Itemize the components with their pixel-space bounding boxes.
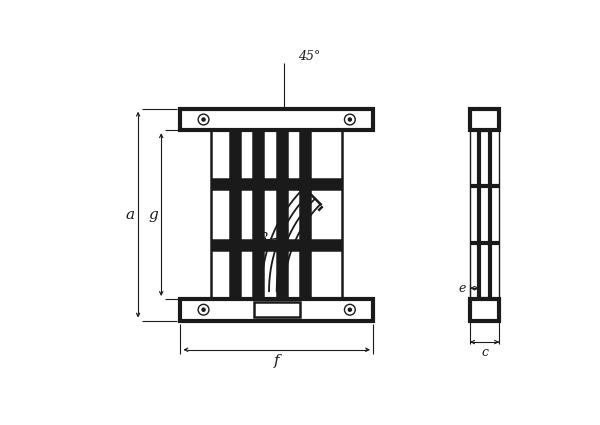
Text: c: c — [481, 346, 488, 360]
Bar — [181, 299, 373, 320]
Bar — [211, 130, 342, 299]
Text: R: R — [258, 232, 268, 245]
Text: g: g — [149, 208, 158, 221]
Bar — [479, 130, 490, 299]
Bar — [470, 109, 499, 130]
Bar — [470, 299, 499, 320]
Text: a: a — [126, 208, 135, 221]
Circle shape — [202, 118, 205, 121]
Circle shape — [349, 118, 352, 121]
Bar — [254, 302, 299, 317]
Bar — [181, 109, 373, 130]
Text: f: f — [274, 354, 280, 368]
Circle shape — [349, 308, 352, 311]
Text: 45°: 45° — [298, 50, 320, 63]
Text: e: e — [458, 282, 466, 295]
Circle shape — [202, 308, 205, 311]
Bar — [470, 109, 499, 320]
